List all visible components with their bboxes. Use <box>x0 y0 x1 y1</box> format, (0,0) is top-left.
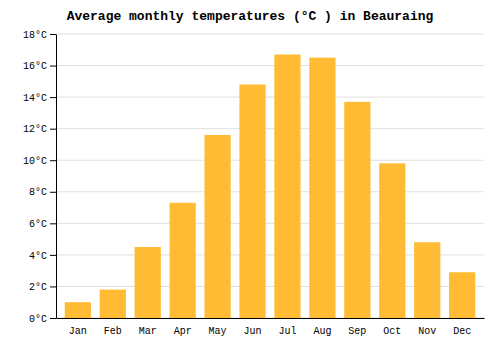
y-tick-mark <box>50 97 56 98</box>
y-tick: 8°C <box>29 187 56 198</box>
bar <box>135 247 161 318</box>
bar <box>204 135 230 318</box>
x-tick-label: Oct <box>383 326 401 337</box>
y-tick-mark <box>50 286 56 287</box>
y-tick-label: 4°C <box>29 251 47 262</box>
y-tick: 12°C <box>23 124 56 135</box>
x-tick-label: May <box>209 326 227 337</box>
x-tick: Feb <box>104 326 122 337</box>
y-tick: 0°C <box>29 314 56 325</box>
y-tick-label: 6°C <box>29 219 47 230</box>
x-tick-label: Feb <box>104 326 122 337</box>
y-tick-label: 16°C <box>23 61 47 72</box>
x-tick-label: Jan <box>69 326 87 337</box>
bar <box>379 163 405 318</box>
x-tick: May <box>209 326 227 337</box>
y-tick-mark <box>50 66 56 67</box>
grid-line <box>56 160 484 161</box>
y-tick-mark <box>50 255 56 256</box>
x-tick-label: Sep <box>348 326 366 337</box>
x-tick: Sep <box>348 326 366 337</box>
y-tick-mark <box>50 160 56 161</box>
y-tick-label: 2°C <box>29 282 47 293</box>
bar <box>309 58 335 318</box>
x-tick: Apr <box>174 326 192 337</box>
bar <box>239 84 265 318</box>
x-axis: Jan Feb Mar Apr May Jun Jul Aug Sep Oct Nov Dec <box>57 319 485 338</box>
bar <box>170 203 196 318</box>
title: Average monthly temperatures (°C ) in Be… <box>67 9 434 24</box>
y-axis: 0°C 2°C 4°C 6°C 8°C 10°C 12°C 14°C 16°C 18°C <box>23 30 57 325</box>
x-tick-label: Aug <box>313 326 331 337</box>
bar <box>274 55 300 318</box>
y-tick-label: 8°C <box>29 187 47 198</box>
x-tick: Jul <box>278 326 296 337</box>
plot: Jan Feb Mar Apr May Jun Jul Aug Sep Oct Nov Dec 0°C 2… <box>23 30 485 337</box>
x-tick: Nov <box>418 326 436 337</box>
y-tick: 10°C <box>23 156 56 167</box>
x-tick-label: Jul <box>278 326 296 337</box>
y-tick-mark <box>50 129 56 130</box>
grid-line <box>56 128 484 129</box>
x-tick: Aug <box>313 326 331 337</box>
y-tick-mark <box>50 34 56 35</box>
y-tick-label: 12°C <box>23 124 47 135</box>
x-tick: Dec <box>453 326 471 337</box>
bar <box>449 272 475 318</box>
y-tick: 18°C <box>23 30 56 41</box>
x-tick-label: Jun <box>244 326 262 337</box>
y-tick-mark <box>50 318 56 319</box>
bars <box>65 55 476 318</box>
y-tick-label: 14°C <box>23 93 47 104</box>
axis-line <box>56 35 57 319</box>
x-tick-label: Mar <box>139 326 157 337</box>
bar <box>414 242 440 318</box>
x-tick: Mar <box>139 326 157 337</box>
x-tick-label: Nov <box>418 326 436 337</box>
y-tick-label: 18°C <box>23 30 47 41</box>
x-tick: Oct <box>383 326 401 337</box>
y-tick: 16°C <box>23 61 56 72</box>
y-tick: 4°C <box>29 251 56 262</box>
grid-line <box>56 65 484 66</box>
x-tick-label: Apr <box>174 326 192 337</box>
grid-line <box>56 191 484 192</box>
grid-line <box>56 97 484 98</box>
grid-line <box>56 34 484 35</box>
x-tick-label: Dec <box>453 326 471 337</box>
grid <box>56 34 484 318</box>
y-tick: 14°C <box>23 93 56 104</box>
y-tick-mark <box>50 223 56 224</box>
bar <box>65 302 91 318</box>
grid-line <box>56 223 484 224</box>
chart: Average monthly temperatures (°C ) in Be… <box>0 0 500 350</box>
x-tick: Jun <box>244 326 262 337</box>
y-tick-label: 10°C <box>23 156 47 167</box>
bar <box>344 102 370 318</box>
y-tick-label: 0°C <box>29 314 47 325</box>
y-tick: 2°C <box>29 282 56 293</box>
axis-line <box>57 318 485 319</box>
bar <box>100 290 126 318</box>
y-tick-mark <box>50 192 56 193</box>
y-tick: 6°C <box>29 219 56 230</box>
x-tick: Jan <box>69 326 87 337</box>
